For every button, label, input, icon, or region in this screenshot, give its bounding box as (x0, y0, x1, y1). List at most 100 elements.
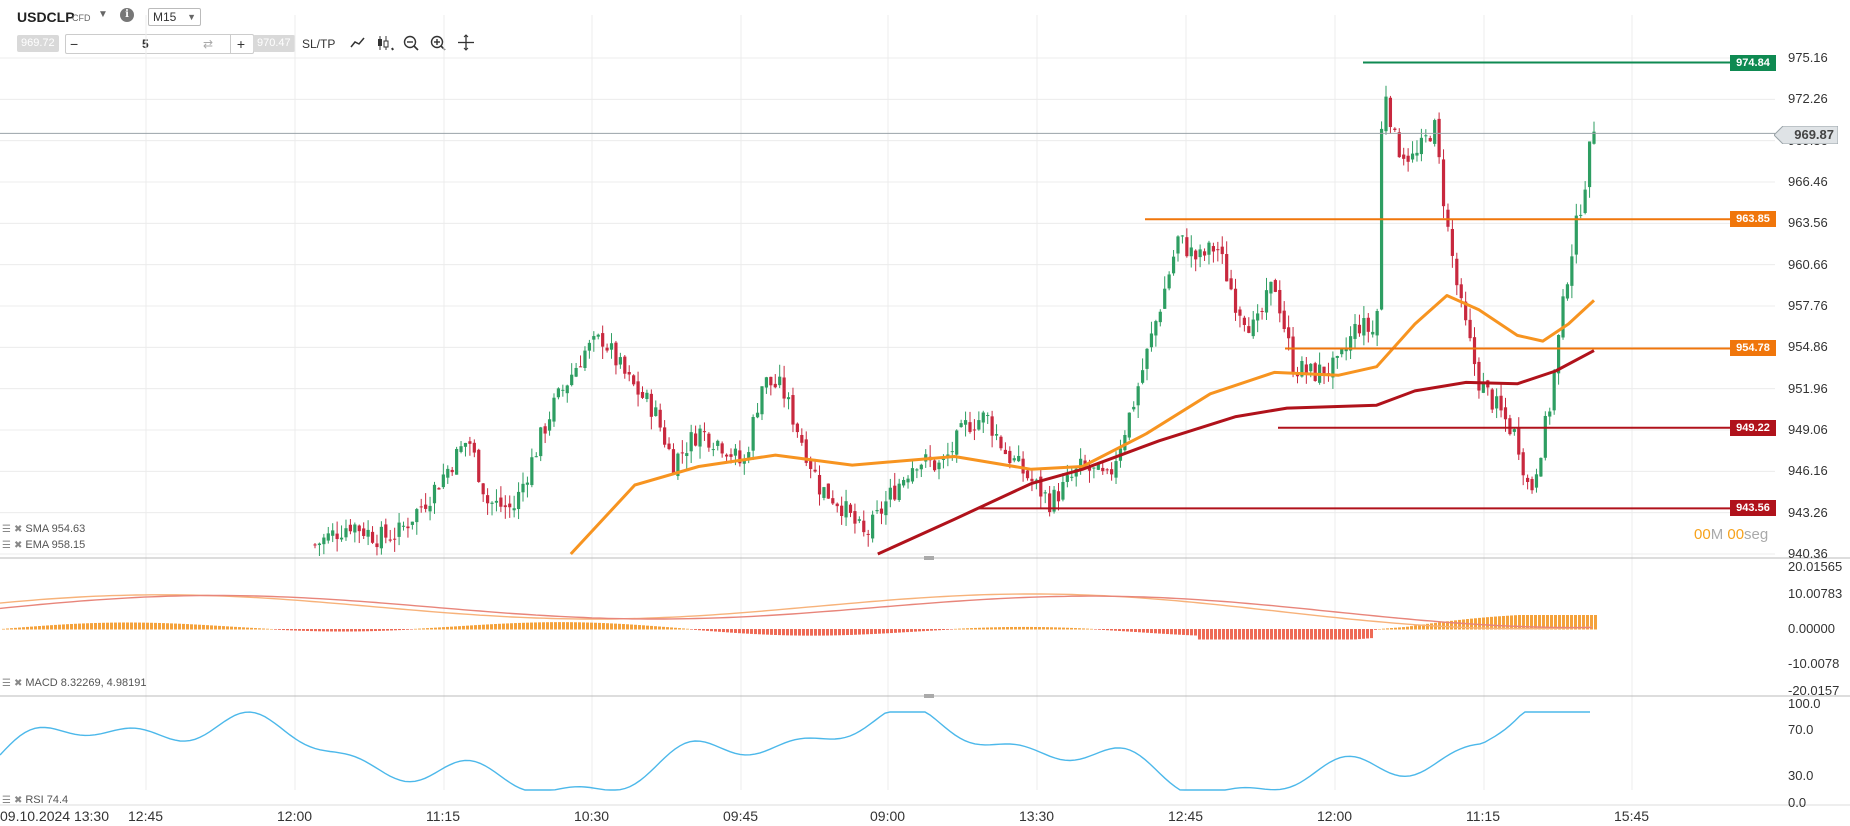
macd-bar (110, 622, 113, 630)
rsi-legend-label: RSI 74.4 (25, 794, 69, 806)
macd-bar (1022, 626, 1025, 630)
settings-icon[interactable]: ☰ (2, 795, 11, 806)
macd-bar (766, 629, 769, 635)
macd-bar (478, 624, 481, 630)
macd-bar (1494, 616, 1497, 630)
settings-icon[interactable]: ☰ (2, 678, 11, 689)
macd-bar (1150, 629, 1153, 634)
macd-bar (1034, 626, 1037, 630)
macd-bar (1158, 629, 1161, 634)
info-icon[interactable]: i (120, 8, 134, 22)
decrease-button[interactable]: − (70, 36, 79, 52)
candle-body (1503, 407, 1508, 420)
horizontal-levels[interactable] (0, 61, 1775, 510)
sma-legend-label: SMA 954.63 (25, 523, 86, 535)
macd-bar (98, 622, 101, 630)
close-icon[interactable]: ✖ (13, 524, 23, 535)
close-icon[interactable]: ✖ (13, 795, 23, 806)
macd-bar (62, 624, 65, 630)
candle-body (1140, 370, 1145, 383)
candle-body (1304, 364, 1308, 374)
candle-body (1353, 323, 1357, 339)
macd-bar (1390, 628, 1393, 630)
macd-bar (1154, 629, 1157, 634)
macd-bar (1310, 629, 1313, 640)
macd-bar (254, 628, 257, 630)
increase-button[interactable]: + (230, 35, 251, 53)
macd-bar (1582, 615, 1585, 630)
symbol-dropdown-icon[interactable]: ▼ (98, 9, 108, 20)
candle-body (1574, 215, 1578, 255)
macd-bar (778, 629, 781, 636)
level-price-tag[interactable]: 974.84 (1730, 54, 1776, 71)
swap-icon[interactable]: ⇄ (203, 37, 214, 51)
macd-bar (1258, 629, 1261, 640)
quantity-stepper[interactable]: − 5 ⇄ + (65, 34, 254, 54)
candle-body (570, 374, 574, 386)
macd-bar (1250, 629, 1253, 640)
level-price-tag[interactable]: 954.78 (1730, 340, 1776, 357)
macd-bar (878, 629, 881, 634)
macd-bar (1274, 629, 1277, 640)
candle-body (1163, 288, 1167, 309)
chart-grid (0, 15, 1775, 790)
candle-body (1419, 137, 1424, 155)
timer-s-label: seg (1744, 526, 1769, 543)
candle-type-icon[interactable] (376, 33, 394, 53)
level-price-tag[interactable]: 963.85 (1730, 211, 1776, 228)
candle-body (1127, 412, 1131, 438)
candle-body (317, 543, 322, 546)
crosshair-icon[interactable] (457, 33, 475, 53)
candle-body (1096, 464, 1100, 470)
candle-body (1464, 301, 1468, 321)
candle-body (503, 505, 507, 508)
candle-body (977, 420, 981, 430)
candle-body (817, 475, 822, 495)
macd-bar (570, 622, 573, 630)
macd-bar (1266, 629, 1269, 640)
macd-bar (1346, 629, 1349, 640)
rsi-legend[interactable]: ☰ ✖ RSI 74.4 (2, 794, 68, 806)
quantity-value[interactable]: 5 (142, 37, 149, 51)
sma-legend[interactable]: ☰ ✖ SMA 954.63 (2, 523, 85, 535)
macd-bar (1062, 627, 1065, 630)
line-chart-icon[interactable] (349, 33, 367, 53)
settings-icon[interactable]: ☰ (2, 524, 11, 535)
timeframe-select[interactable]: M15 ▼ (148, 8, 201, 26)
candle-body (1561, 296, 1565, 338)
candle-body (680, 452, 684, 454)
macd-bar (894, 629, 897, 633)
macd-bar (250, 627, 253, 630)
close-icon[interactable]: ✖ (13, 678, 23, 689)
pane-separators[interactable] (0, 556, 1850, 806)
candle-body (1167, 274, 1171, 289)
zoom-out-icon[interactable] (402, 33, 420, 53)
candle-body (663, 427, 667, 445)
macd-bar (534, 622, 537, 630)
macd-bar (970, 628, 973, 630)
macd-bar (1202, 629, 1205, 640)
macd-bar (674, 627, 677, 630)
macd-bar (222, 626, 225, 630)
candle-body (1499, 395, 1503, 411)
macd-bar (502, 623, 505, 630)
candle-body (1176, 236, 1180, 254)
symbol-name[interactable]: USDCLP (17, 9, 75, 25)
settings-icon[interactable]: ☰ (2, 540, 11, 551)
macd-bar (1210, 629, 1213, 640)
ema-legend[interactable]: ☰ ✖ EMA 958.15 (2, 539, 85, 551)
timer-seconds: 00 (1727, 526, 1745, 543)
level-price-tag[interactable]: 943.56 (1730, 500, 1776, 517)
macd-legend[interactable]: ☰ ✖ MACD 8.32269, 4.98191 (2, 677, 146, 689)
bid-price[interactable]: 969.72 (17, 35, 59, 52)
close-icon[interactable]: ✖ (13, 540, 23, 551)
macd-bar (1398, 627, 1401, 630)
macd-bar (1594, 615, 1597, 630)
price-axis-label: 943.26 (1788, 504, 1828, 520)
macd-bar (1362, 629, 1365, 639)
sltp-button[interactable]: SL/TP (302, 37, 336, 51)
candle-body (583, 350, 587, 368)
level-price-tag[interactable]: 949.22 (1730, 419, 1776, 436)
ask-price[interactable]: 970.47 (253, 35, 295, 52)
